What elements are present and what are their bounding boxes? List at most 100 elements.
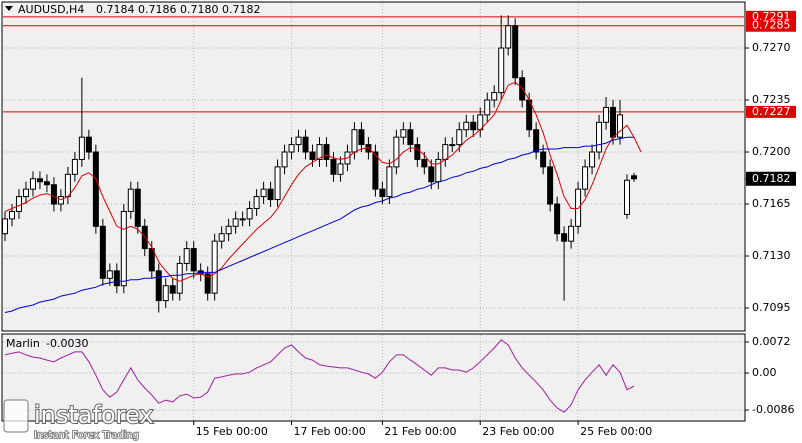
candle-body (225, 225, 232, 235)
candle-body (218, 233, 225, 242)
candle-body (491, 92, 498, 101)
y2-tick-label: 0.0072 (752, 335, 791, 348)
candle-body (57, 196, 64, 205)
candle-body (330, 158, 337, 175)
y2-tick-label: 0.00 (752, 366, 777, 379)
candle-body (421, 158, 428, 168)
candle-body (596, 121, 603, 153)
candle-body (302, 136, 309, 153)
x-tick-label: 21 Feb 00:00 (384, 425, 456, 438)
candle-body (232, 218, 239, 227)
candle-body (162, 285, 169, 302)
candle-body (50, 184, 57, 205)
candle-body (533, 129, 540, 153)
candle-body (239, 218, 246, 221)
candle-body (386, 166, 393, 198)
candle-body (127, 188, 134, 212)
candle-body (148, 248, 155, 272)
candle-body (610, 106, 617, 138)
candle-body (211, 240, 218, 294)
candle-body (449, 144, 456, 147)
y-tick-label: 0.7130 (752, 249, 791, 262)
candle-body (64, 173, 71, 198)
candle-body (288, 144, 295, 153)
moving-average (4, 136, 634, 313)
candle-body (169, 285, 176, 294)
header-open: 0.7184 (96, 3, 135, 16)
indicator-value: -0.0030 (46, 337, 88, 350)
y2-tick-label: -0.0086 (752, 403, 794, 416)
candle-body (85, 136, 92, 153)
watermark-tagline: Instant Forex Trading (34, 430, 139, 441)
watermark-logo (3, 399, 29, 433)
header-high: 0.7186 (138, 3, 177, 16)
y-tick-label: 0.7165 (752, 197, 791, 210)
symbol: AUDUSD,H4 (18, 3, 84, 16)
candle-body (43, 181, 50, 186)
candle-body (113, 270, 120, 287)
candle-body (568, 225, 575, 242)
watermark-brand: instaforex (34, 401, 154, 429)
candle-body (631, 175, 637, 180)
level-label: 0.7227 (752, 105, 791, 118)
candle-body (358, 129, 365, 146)
candle-body (379, 188, 386, 198)
candle-body (351, 129, 358, 153)
candle-body (267, 188, 274, 201)
candle-body (407, 129, 414, 146)
candle-body (337, 163, 344, 175)
candle-body (554, 203, 561, 235)
candle-body (71, 158, 78, 175)
candle-body (442, 144, 449, 160)
candle-body (617, 114, 624, 138)
candle-body (316, 144, 323, 160)
candle-body (8, 210, 15, 220)
x-tick-label: 25 Feb 00:00 (580, 425, 652, 438)
watermark: instaforex Instant Forex Trading (3, 399, 155, 442)
level-label-box (746, 105, 796, 118)
candle-body (155, 270, 162, 302)
candle-body (372, 151, 379, 190)
x-tick-label: 23 Feb 00:00 (482, 425, 554, 438)
level-label-box (746, 19, 796, 32)
y-tick-label: 0.7270 (752, 41, 791, 54)
candle-body (134, 188, 141, 227)
candle-body (295, 136, 302, 146)
candle-body (106, 270, 113, 279)
candle-body (414, 144, 421, 160)
candle-body (512, 25, 519, 79)
level-label: 0.7291 (752, 10, 791, 23)
menu-arrow[interactable] (5, 6, 13, 11)
candle-body (260, 188, 267, 198)
y-tick-label: 0.7235 (752, 93, 791, 106)
plot-layer: 0.7270 0.7235 0.7200 0.7165 0.7130 0.7095 0.00… (2, 3, 796, 438)
candle-body (15, 196, 22, 212)
candle-body (183, 248, 190, 264)
candle-body (589, 151, 596, 168)
candle-body (204, 273, 211, 294)
candle-body (498, 47, 505, 94)
candle-body (603, 106, 610, 123)
candle-body (246, 207, 253, 220)
x-tick-label: 17 Feb 00:00 (294, 425, 366, 438)
level-label-box (746, 10, 796, 23)
candle-body (36, 178, 43, 183)
candle-body (323, 144, 330, 160)
candle-body (22, 188, 29, 198)
candle-body (547, 166, 554, 205)
candle-body (463, 121, 470, 131)
indicator-name: Marlin (6, 337, 40, 350)
candle-body (92, 151, 99, 227)
candle-body (582, 166, 589, 190)
candle-body (400, 129, 407, 138)
price-label-box (746, 171, 796, 186)
candle-body (505, 25, 512, 49)
candle-body (484, 99, 491, 116)
candle-body (561, 233, 568, 242)
candle-body (274, 166, 281, 201)
x-tick-label: 15 Feb 00:00 (196, 425, 268, 438)
candle-body (393, 136, 400, 168)
candle-body (281, 151, 288, 168)
